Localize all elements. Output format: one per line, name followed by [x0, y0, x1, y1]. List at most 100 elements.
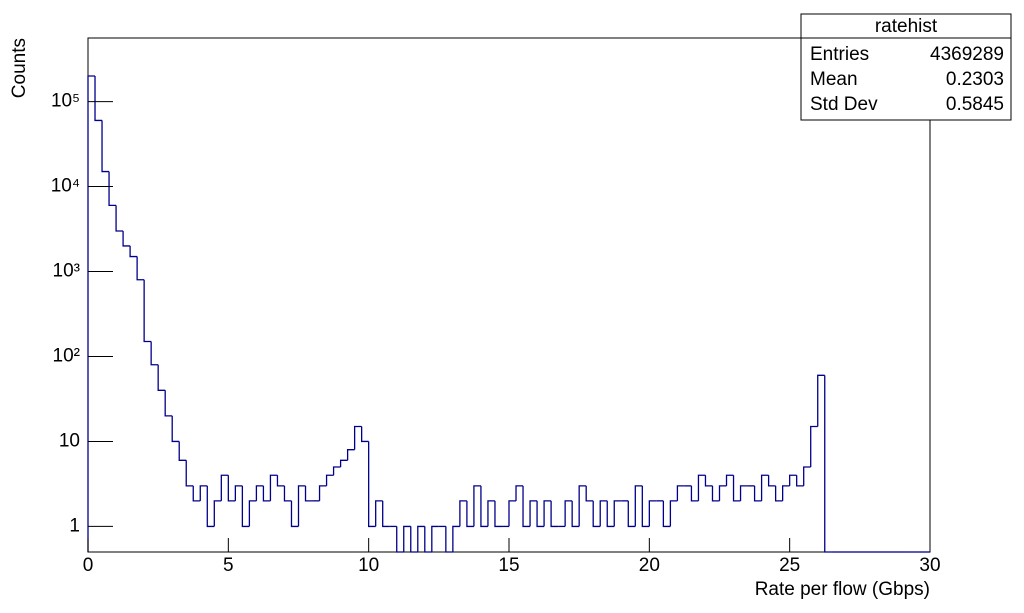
histogram-bin	[417, 525, 425, 552]
histogram-bin	[361, 426, 369, 443]
histogram-bin	[585, 485, 594, 502]
histogram-bin	[627, 500, 636, 528]
stats-label: Std Dev	[810, 94, 878, 115]
histogram-bin	[234, 485, 243, 501]
histogram-bin	[115, 205, 124, 232]
histogram-bin	[445, 526, 453, 553]
histogram-bin	[452, 525, 460, 552]
histogram-bin	[522, 485, 531, 528]
x-tick-label: 5	[223, 555, 234, 576]
histogram-bin	[662, 500, 671, 528]
histogram-bin	[760, 474, 769, 501]
histogram-bin	[332, 466, 341, 476]
y-tick-label: 10³	[53, 261, 80, 282]
histogram-bin	[283, 485, 292, 502]
histogram-bin	[171, 415, 180, 443]
histogram-bin	[339, 459, 348, 468]
histogram-bin	[241, 485, 250, 528]
histogram-bin	[732, 475, 741, 502]
histogram-bin	[213, 500, 222, 527]
histogram-bin	[424, 526, 432, 553]
histogram-bin	[227, 475, 236, 502]
histogram-bin	[494, 500, 502, 528]
stats-label: Entries	[810, 44, 869, 65]
y-tick-label: 10⁴	[51, 176, 80, 197]
histogram-bin	[396, 526, 404, 553]
histogram-bin	[711, 485, 720, 502]
histogram-bin	[122, 230, 131, 247]
histogram-bin	[599, 500, 608, 527]
histogram-bin	[669, 500, 678, 527]
histogram-bin	[571, 500, 580, 528]
histogram-bin	[403, 525, 411, 552]
y-axis-label: Counts	[9, 38, 30, 98]
histogram-bin	[803, 466, 811, 486]
histogram-bin	[199, 485, 208, 501]
histogram-bin	[817, 374, 825, 427]
stats-value: 4369289	[930, 44, 1004, 65]
histogram-bin	[810, 425, 818, 468]
histogram-bin	[753, 485, 762, 502]
histogram-bin	[353, 425, 362, 450]
histogram-bin	[255, 485, 264, 501]
histogram-bin	[304, 485, 313, 502]
stats-box: ratehist Entries 4369289 Mean 0.2303 Std…	[800, 13, 1012, 121]
histogram-bin	[192, 485, 201, 502]
histogram-bin	[346, 449, 355, 461]
histogram-bin	[368, 441, 376, 528]
histogram-bin	[515, 485, 524, 501]
x-tick-label: 25	[779, 555, 800, 576]
stats-label: Mean	[810, 69, 858, 90]
histogram-bin	[164, 390, 173, 417]
histogram-bin	[325, 474, 334, 486]
stats-value: 0.5845	[946, 94, 1004, 115]
histogram-bin	[318, 485, 327, 501]
histogram-bin	[613, 500, 622, 527]
histogram-bin	[276, 475, 285, 487]
histogram-bin	[697, 474, 706, 501]
histogram-bin	[648, 500, 657, 527]
histogram-bin	[136, 256, 145, 281]
histogram-bin	[129, 245, 138, 258]
histogram-bin	[508, 500, 517, 527]
histogram-bin	[487, 500, 495, 527]
x-tick-label: 20	[639, 555, 660, 576]
histogram-bin	[431, 525, 439, 552]
histogram-bin	[824, 375, 832, 553]
x-axis-label: Rate per flow (Gbps)	[755, 579, 930, 600]
histogram-bin	[248, 500, 257, 527]
histogram-bin	[634, 485, 643, 527]
histogram-bin	[297, 485, 306, 527]
histogram-bin	[269, 474, 278, 501]
histogram-bin	[789, 474, 797, 486]
y-tick-label: 10	[59, 430, 80, 451]
y-tick-label: 1	[69, 515, 80, 536]
histogram-bin	[796, 475, 804, 487]
histogram-bin	[767, 475, 776, 487]
histogram-bin	[550, 500, 559, 528]
histogram-bin	[94, 75, 103, 122]
histogram-bin	[206, 485, 215, 528]
histogram-bin	[739, 485, 748, 501]
histogram-bin	[410, 526, 418, 553]
histogram-bin	[185, 460, 194, 487]
histogram-bin	[101, 120, 110, 173]
x-tick-label: 10	[358, 555, 379, 576]
histogram-bin	[606, 500, 615, 528]
stats-frame	[800, 13, 1012, 121]
x-tick-label: 0	[83, 555, 94, 576]
histogram-bin	[466, 500, 474, 528]
histogram-bin	[774, 485, 783, 502]
histogram-bin	[543, 500, 552, 527]
stats-value: 0.2303	[946, 69, 1004, 90]
histogram-bin	[782, 485, 790, 501]
histogram-bin	[578, 485, 587, 527]
histogram-bin	[220, 474, 229, 501]
x-tick-label: 15	[498, 555, 519, 576]
histogram-bin	[108, 171, 117, 207]
histogram-bin	[157, 364, 166, 391]
histogram-bin	[262, 485, 271, 502]
histogram-bin	[690, 485, 699, 502]
histogram-bin	[536, 500, 545, 528]
